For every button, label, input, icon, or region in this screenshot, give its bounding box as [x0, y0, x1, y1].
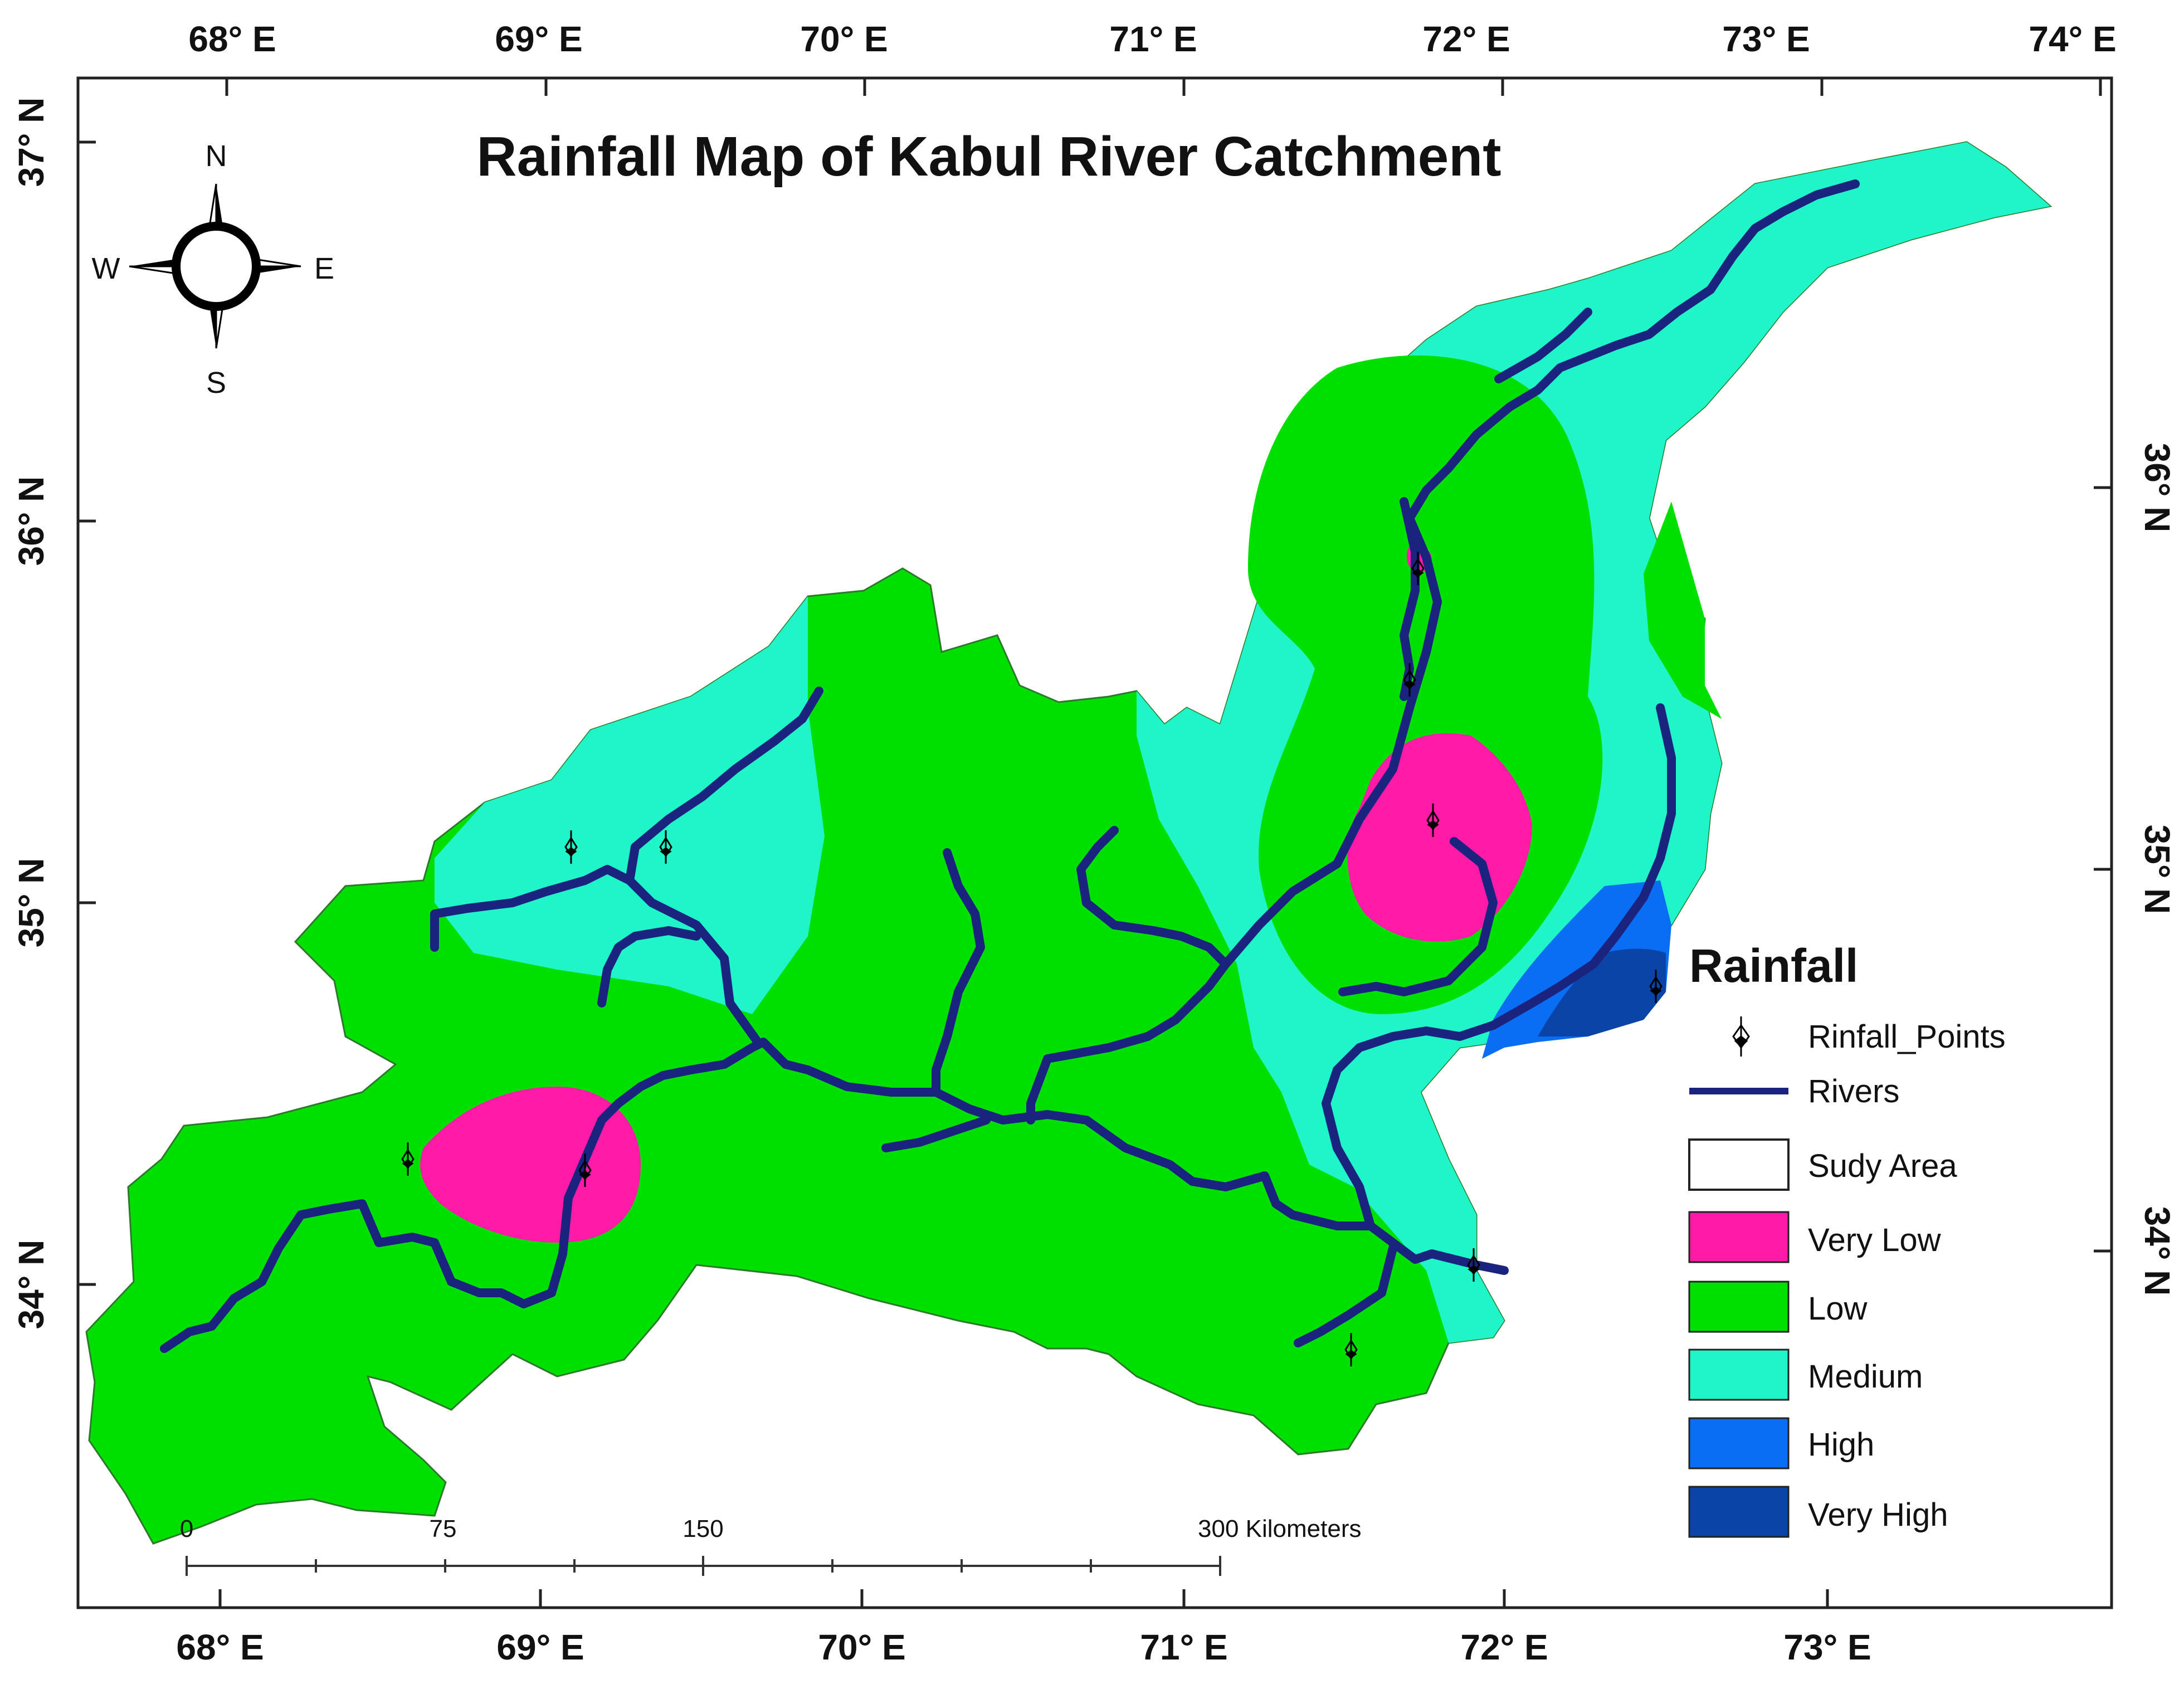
lat-label-left: 34° N [11, 1240, 51, 1330]
lat-label-left: 37° N [11, 98, 51, 187]
rainfall-point-icon [1732, 1016, 1750, 1057]
river-eastern-tributary [1322, 703, 1676, 1230]
legend-label: Medium [1808, 1359, 1923, 1395]
rainfall-point [564, 830, 578, 864]
lat-label-right: 34° N [2137, 1206, 2177, 1296]
legend-label: Very Low [1808, 1222, 1942, 1258]
scale-label: 150 [682, 1515, 723, 1542]
rainfall-point [1426, 804, 1440, 837]
legend-label: Sudy Area [1808, 1148, 1957, 1184]
river-southeast-branch [1294, 1244, 1397, 1347]
legend-label: Low [1808, 1291, 1868, 1327]
legend-item-study-area: Sudy Area [1688, 1138, 1957, 1191]
very-low-rainfall-zone-west [420, 1087, 641, 1243]
river-swat [1221, 179, 1860, 968]
lon-label-top: 70° E [800, 19, 888, 59]
legend-swatch [1688, 1486, 1790, 1538]
rainfall-point [1649, 970, 1663, 1003]
lon-label-bottom: 68° E [176, 1627, 264, 1667]
lon-label-bottom: 71° E [1140, 1627, 1227, 1667]
legend-swatch [1688, 1281, 1790, 1333]
lat-label-right: 36° N [2137, 443, 2177, 533]
legend-item-rivers: Rivers [1689, 1073, 1899, 1109]
compass-west-label: W [92, 252, 120, 285]
right-latitude-labels: 36° N 35° N 34° N [2137, 443, 2177, 1296]
left-tick-marks [78, 140, 96, 1286]
legend-item-low: Low [1688, 1281, 1868, 1333]
bottom-tick-marks [218, 1589, 1829, 1608]
river-network [160, 179, 1860, 1353]
lon-label-bottom: 73° E [1783, 1627, 1871, 1667]
river-northwest-branch [430, 865, 762, 1047]
river-swat-lower [1338, 837, 1498, 996]
legend-swatch [1688, 1211, 1790, 1263]
scale-label: 300 Kilometers [1198, 1515, 1361, 1542]
lon-label-top: 68° E [188, 19, 276, 59]
legend-label: High [1808, 1427, 1874, 1463]
lon-label-top: 73° E [1722, 19, 1810, 59]
compass-south-label: S [206, 366, 226, 400]
lat-label-left: 36° N [11, 476, 51, 566]
top-tick-marks [225, 78, 2102, 96]
rainfall-point [1467, 1248, 1480, 1282]
bottom-longitude-labels: 68° E 69° E 70° E 71° E 72° E 73° E [176, 1627, 1871, 1667]
rainfall-point [1403, 663, 1416, 697]
river-kabul-main [160, 1038, 1509, 1353]
lon-label-top: 71° E [1109, 19, 1197, 59]
river-central-east [1026, 826, 1230, 1125]
legend-title: Rainfall [1689, 940, 1858, 992]
rainfall-point [578, 1154, 592, 1187]
medium-rainfall-zone-northwest [435, 596, 825, 1014]
scale-bar: 0 75 150 300 Kilometers [180, 1515, 1361, 1576]
rainfall-point [1344, 1333, 1358, 1366]
legend-label: Rivers [1808, 1073, 1899, 1109]
rainfall-point [401, 1142, 415, 1176]
lon-label-top: 72° E [1422, 19, 1510, 59]
lon-label-bottom: 70° E [818, 1627, 905, 1667]
lon-label-bottom: 69° E [496, 1627, 584, 1667]
legend-swatch [1688, 1349, 1790, 1401]
left-latitude-labels: 37° N 36° N 35° N 34° N [11, 98, 51, 1330]
very-high-rainfall-zone [1538, 948, 1666, 1036]
river-north-west-tributary [597, 926, 701, 1008]
lon-label-top: 74° E [2029, 19, 2116, 59]
scale-label: 75 [430, 1515, 457, 1542]
lon-label-top: 69° E [495, 19, 582, 59]
legend-item-very-high: Very High [1688, 1486, 1948, 1538]
rainfall-point [659, 830, 672, 864]
rainfall-point [1411, 552, 1425, 585]
river-central-south [881, 1116, 991, 1152]
compass-east-label: E [314, 252, 334, 285]
compass-north-label: N [206, 139, 227, 173]
lat-label-left: 35° N [11, 858, 51, 948]
river-central-tributary [932, 848, 985, 1097]
lat-label-right: 35° N [2137, 825, 2177, 914]
legend-item-very-low: Very Low [1688, 1211, 1942, 1263]
legend-label: Very High [1808, 1497, 1948, 1533]
river-north-fork [625, 687, 823, 885]
river-north-headwater [1494, 308, 1592, 383]
legend-item-rainfall-points: Rinfall_Points [1732, 1016, 2006, 1057]
north-arrow-icon: N S W E [92, 139, 335, 400]
lon-label-bottom: 72° E [1460, 1627, 1548, 1667]
rainfall-points [401, 552, 1663, 1366]
legend-item-high: High [1688, 1417, 1874, 1469]
map-title: Rainfall Map of Kabul River Catchment [476, 125, 1501, 188]
low-rainfall-zone-east-lobe [1644, 502, 1722, 719]
top-longitude-labels: 68° E 69° E 70° E 71° E 72° E 73° E 74° … [188, 19, 2116, 59]
scale-label: 0 [180, 1515, 193, 1542]
legend-swatch [1688, 1417, 1790, 1469]
legend: Rainfall Rinfall_Points Rivers Sudy Area… [1688, 940, 2006, 1538]
legend-swatch [1688, 1138, 1790, 1191]
legend-item-medium: Medium [1688, 1349, 1923, 1401]
legend-label: Rinfall_Points [1808, 1019, 2006, 1055]
right-tick-marks [2094, 486, 2112, 1253]
